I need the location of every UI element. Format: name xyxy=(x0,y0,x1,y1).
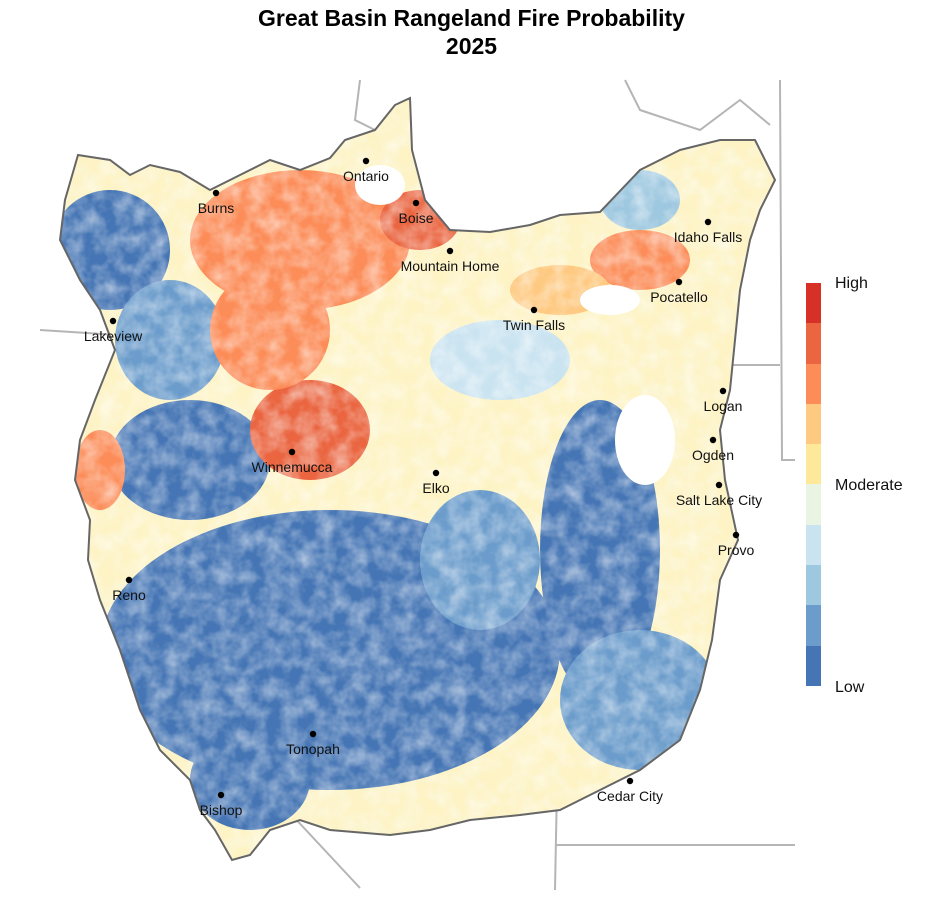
city-dot xyxy=(125,576,133,584)
city-label: Idaho Falls xyxy=(674,229,742,245)
city-dot xyxy=(446,247,454,255)
legend-swatch xyxy=(806,403,821,445)
legend-swatch xyxy=(806,363,821,404)
legend-swatch xyxy=(806,645,821,686)
city-dot xyxy=(626,777,634,785)
city-label: Provo xyxy=(718,542,755,558)
legend-swatch xyxy=(806,444,821,485)
city-dot xyxy=(109,317,117,325)
legend-swatch xyxy=(806,565,821,606)
city-label: Reno xyxy=(112,587,146,603)
legend-colorbar xyxy=(806,283,821,686)
title-line1: Great Basin Rangeland Fire Probability xyxy=(258,5,685,31)
city-label: Bishop xyxy=(200,802,243,818)
city-dot xyxy=(732,531,740,539)
city-label: Ontario xyxy=(343,168,389,184)
city-dot xyxy=(715,481,723,489)
city-dot xyxy=(288,448,296,456)
city-dot xyxy=(675,278,683,286)
legend-swatch xyxy=(806,323,821,364)
city-label: Mountain Home xyxy=(401,258,500,274)
city-label: Salt Lake City xyxy=(676,492,762,508)
city-dot xyxy=(709,436,717,444)
city-dot xyxy=(704,218,712,226)
city-label: Cedar City xyxy=(597,788,663,804)
city-dot xyxy=(362,157,370,165)
city-label: Boise xyxy=(398,210,433,226)
legend-label-moderate: Moderate xyxy=(835,477,903,494)
city-dot xyxy=(309,730,317,738)
city-label: Tonopah xyxy=(286,741,340,757)
map-title: Great Basin Rangeland Fire Probability 2… xyxy=(0,4,943,60)
legend-label-low: Low xyxy=(835,679,865,696)
city-dot xyxy=(719,387,727,395)
city-label: Ogden xyxy=(692,447,734,463)
city-dot xyxy=(217,791,225,799)
legend-swatch xyxy=(806,524,821,566)
city-dot xyxy=(212,189,220,197)
city-label: Burns xyxy=(198,200,235,216)
legend-swatch xyxy=(806,484,821,525)
city-label: Elko xyxy=(422,480,449,496)
city-dot xyxy=(530,306,538,314)
city-label: Pocatello xyxy=(650,289,708,305)
legend-swatch xyxy=(806,283,821,324)
city-dot xyxy=(432,469,440,477)
city-dot xyxy=(412,199,420,207)
city-label: Logan xyxy=(704,398,743,414)
city-label: Winnemucca xyxy=(252,459,333,475)
city-label: Lakeview xyxy=(84,328,143,344)
legend-label-high: High xyxy=(835,275,868,292)
city-label: Twin Falls xyxy=(503,317,565,333)
city-markers: Ontario Burns Boise Mountain Home Idaho Fall… xyxy=(84,157,762,818)
title-line2: 2025 xyxy=(445,33,498,59)
legend-swatch xyxy=(806,605,821,646)
